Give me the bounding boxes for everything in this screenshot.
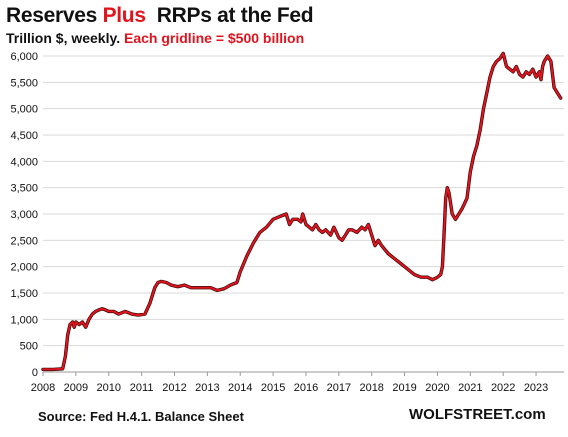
x-tick-label: 2016 xyxy=(294,382,318,394)
chart-subtitle: Trillion $, weekly. Each gridline = $500… xyxy=(6,30,304,46)
y-tick-label: 4,500 xyxy=(10,130,38,142)
y-tick-label: 1,500 xyxy=(10,288,38,300)
x-tick-label: 2020 xyxy=(425,382,449,394)
x-tick-label: 2008 xyxy=(31,382,55,394)
title-part-rrps: RRPs at the Fed xyxy=(145,4,314,27)
y-tick-label: 3,000 xyxy=(10,209,38,221)
x-tick-label: 2014 xyxy=(228,382,252,394)
chart-title: Reserves Plus RRPs at the Fed xyxy=(6,4,314,28)
x-tick-label: 2019 xyxy=(392,382,416,394)
y-tick-label: 2,500 xyxy=(10,235,38,247)
y-tick-label: 6,000 xyxy=(10,51,38,63)
title-part-reserves: Reserves xyxy=(6,4,103,27)
x-tick-label: 2021 xyxy=(458,382,482,394)
x-tick-label: 2012 xyxy=(162,382,186,394)
series-line-shadow xyxy=(41,51,563,372)
y-tick-label: 500 xyxy=(20,341,38,353)
title-part-plus: Plus xyxy=(102,4,146,27)
source-note: Source: Fed H.4.1. Balance Sheet xyxy=(38,409,244,424)
x-tick-label: 2013 xyxy=(195,382,219,394)
x-tick-label: 2015 xyxy=(261,382,285,394)
y-tick-label: 0 xyxy=(32,367,38,379)
x-tick-label: 2023 xyxy=(524,382,548,394)
x-tick-label: 2010 xyxy=(96,382,120,394)
x-tick-label: 2011 xyxy=(130,382,154,394)
subtitle-units: Trillion $, weekly. xyxy=(6,30,125,46)
axes xyxy=(42,371,564,376)
y-tick-labels: 0 500 1,000 1,500 2,000 2,500 3,000 3,500 4,000 4… xyxy=(10,51,38,379)
x-tick-labels: 2008 2009 2010 2011 2012 2013 2014 2015 2016 2017… xyxy=(31,382,549,394)
brand-logo-text: WOLFSTREET.com xyxy=(409,406,546,423)
y-tick-label: 5,000 xyxy=(10,104,38,116)
subtitle-gridline-note: Each gridline = $500 billion xyxy=(124,30,305,46)
y-tick-label: 4,000 xyxy=(10,156,38,168)
series-layer xyxy=(41,51,563,372)
series-line xyxy=(42,52,562,371)
x-tick-label: 2009 xyxy=(64,382,88,394)
y-tick-label: 2,000 xyxy=(10,262,38,274)
x-tick-label: 2018 xyxy=(359,382,383,394)
y-tick-label: 5,500 xyxy=(10,77,38,89)
x-tick-label: 2017 xyxy=(327,382,351,394)
y-tick-label: 1,000 xyxy=(10,314,38,326)
x-tick-label: 2022 xyxy=(491,382,515,394)
y-tick-label: 3,500 xyxy=(10,183,38,195)
